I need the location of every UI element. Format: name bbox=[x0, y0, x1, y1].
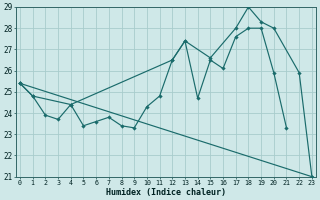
X-axis label: Humidex (Indice chaleur): Humidex (Indice chaleur) bbox=[106, 188, 226, 197]
